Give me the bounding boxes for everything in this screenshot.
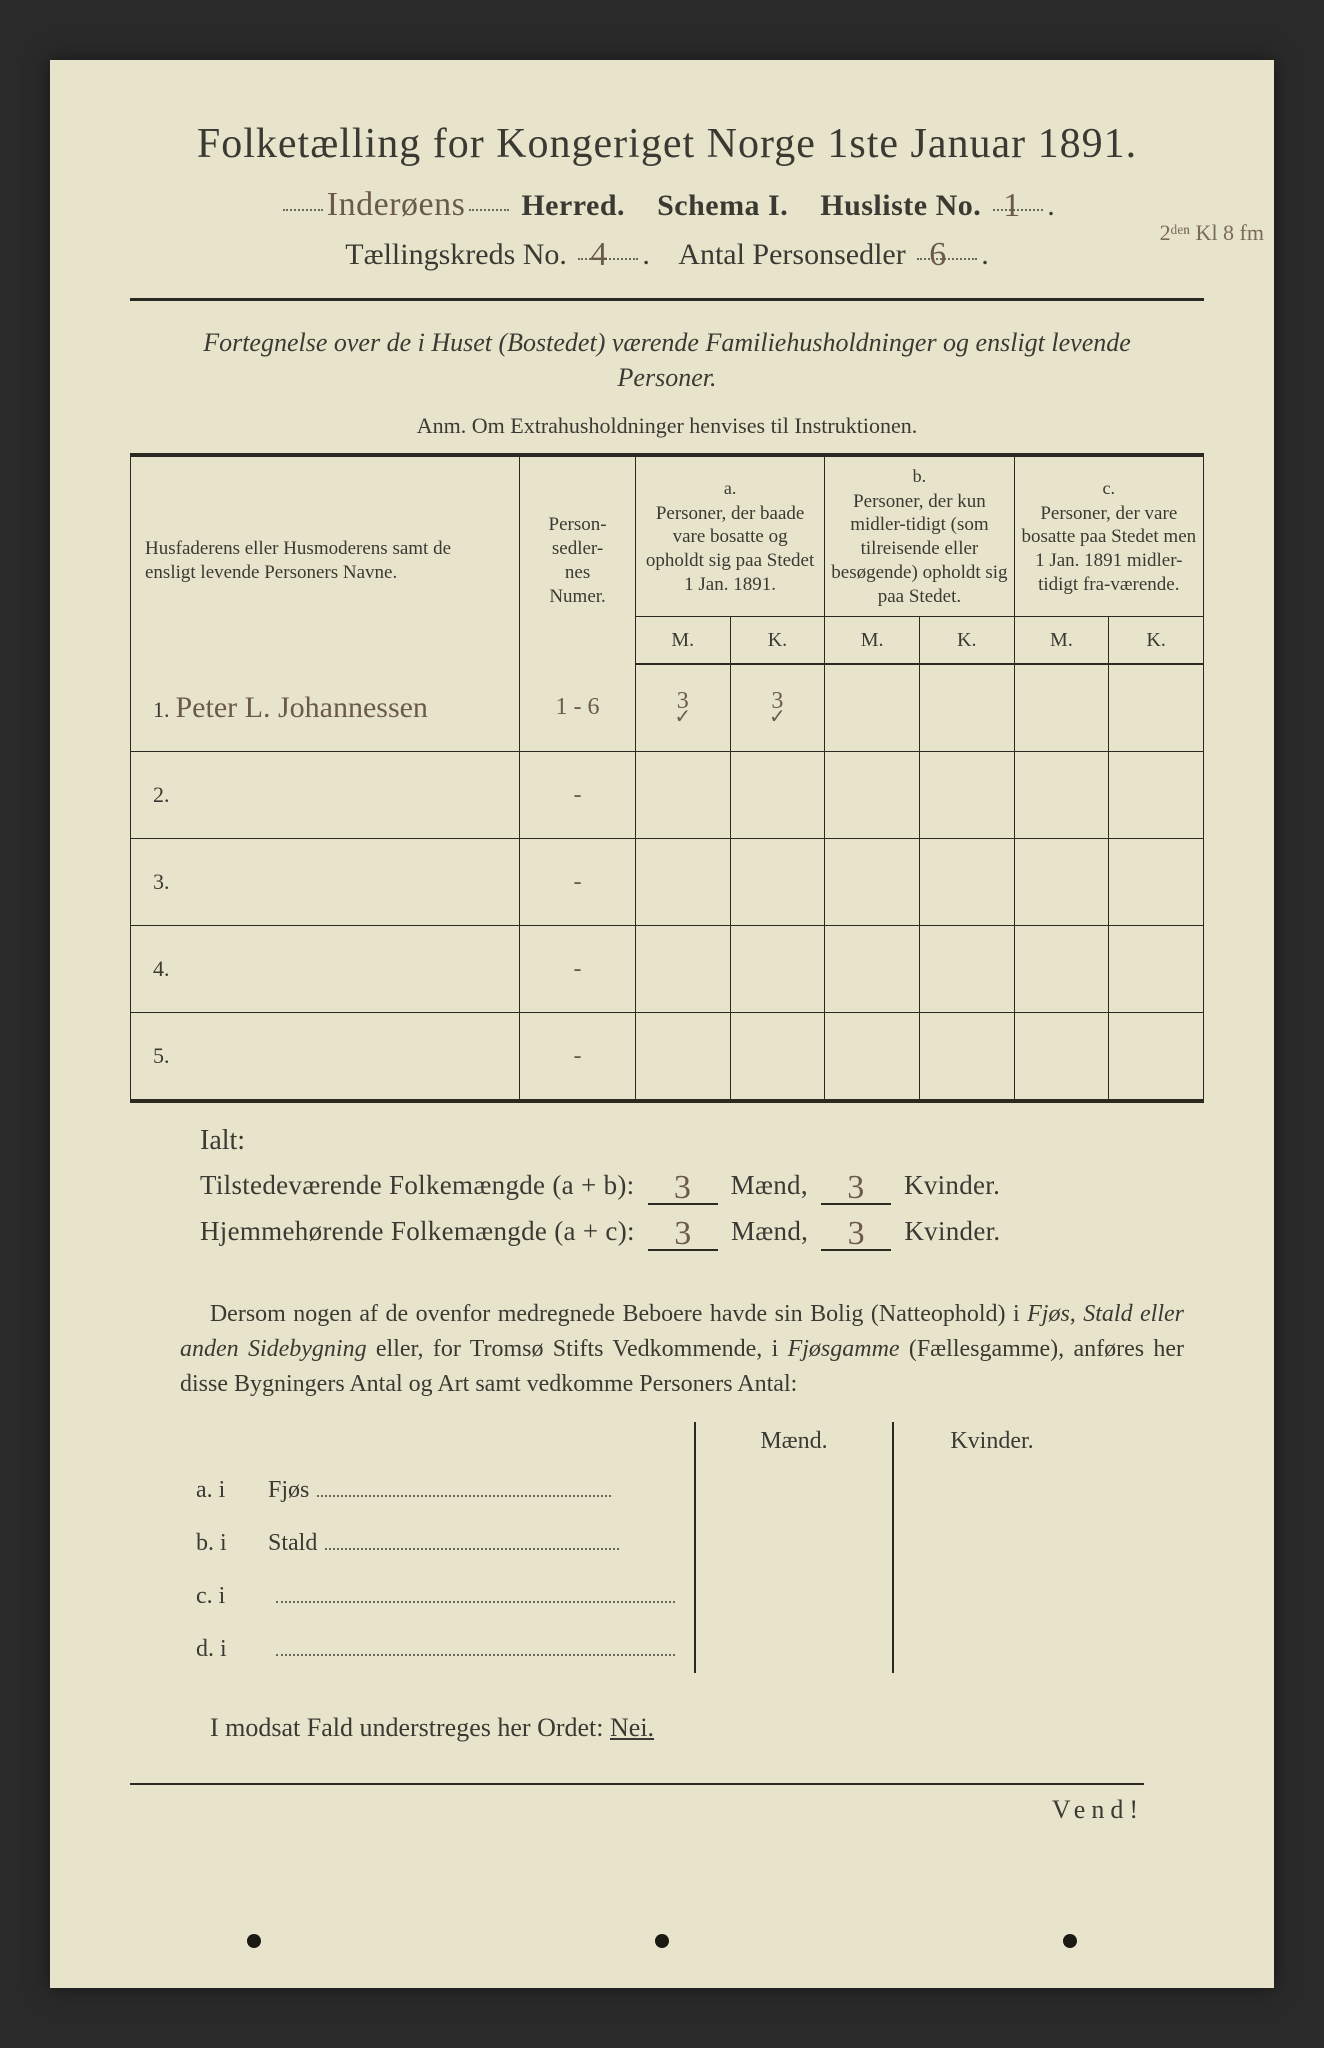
vend-label: Vend! bbox=[130, 1783, 1144, 1825]
row-cM bbox=[1014, 752, 1109, 839]
row-cM bbox=[1014, 839, 1109, 926]
row-bM bbox=[825, 1013, 920, 1100]
kreds-no-hand: 4 bbox=[590, 236, 607, 274]
antal-label: Antal Personsedler bbox=[678, 238, 905, 271]
col-ps-header: Person- sedler- nes Numer. bbox=[520, 457, 636, 664]
row-aK bbox=[730, 839, 825, 926]
row-aM bbox=[635, 752, 730, 839]
sum2-m: 3 bbox=[674, 1215, 691, 1252]
table-row: 2. - bbox=[131, 752, 1204, 839]
main-table: Husfaderens eller Husmoderens samt de en… bbox=[130, 453, 1204, 1103]
row-cK bbox=[1109, 1013, 1204, 1100]
header-line-3: Tællingskreds No. 4. Antal Personsedler … bbox=[130, 238, 1204, 272]
table-body: 1. Peter L. Johannessen1 - 63✓3✓2. -3. -… bbox=[131, 664, 1204, 1099]
row-bM bbox=[825, 926, 920, 1013]
row-ps: - bbox=[520, 926, 636, 1013]
col-a-header: a.Personer, der baade vare bosatte og op… bbox=[635, 457, 824, 617]
anm-text: Anm. Om Extrahusholdninger henvises til … bbox=[130, 413, 1204, 439]
nei-line: I modsat Fald understreges her Ordet: Ne… bbox=[210, 1713, 1204, 1743]
col-a-k: K. bbox=[730, 617, 825, 665]
byg-body: a. iFjøsb. iStaldc. id. i bbox=[190, 1461, 1090, 1673]
row-cK bbox=[1109, 926, 1204, 1013]
husliste-no-hand: 1 bbox=[1003, 187, 1021, 225]
husliste-label: Husliste No. bbox=[820, 189, 981, 222]
row-ps: - bbox=[520, 1013, 636, 1100]
col-c-header: c.Personer, der vare bosatte paa Stedet … bbox=[1014, 457, 1203, 617]
sum1-m: 3 bbox=[674, 1169, 691, 1206]
ialt-label: Ialt: bbox=[200, 1125, 1204, 1157]
row-aM bbox=[635, 926, 730, 1013]
row-aM bbox=[635, 839, 730, 926]
col-a-m: M. bbox=[635, 617, 730, 665]
byg-hdr-m: Mænd. bbox=[695, 1422, 893, 1461]
row-ps: 1 - 6 bbox=[520, 664, 636, 752]
sum-line-2: Hjemmehørende Folkemængde (a + c): 3 Mæn… bbox=[200, 1211, 1184, 1251]
row-name-cell: 3. bbox=[131, 839, 520, 926]
row-ps: - bbox=[520, 752, 636, 839]
row-cK bbox=[1109, 664, 1204, 752]
row-cK bbox=[1109, 839, 1204, 926]
table-row: 5. - bbox=[131, 1013, 1204, 1100]
kreds-label: Tællingskreds No. bbox=[345, 238, 567, 271]
sum1-k: 3 bbox=[847, 1169, 864, 1206]
table-row: 3. - bbox=[131, 839, 1204, 926]
col-name-header: Husfaderens eller Husmoderens samt de en… bbox=[131, 457, 520, 664]
row-name-cell: 5. bbox=[131, 1013, 520, 1100]
row-aM: 3✓ bbox=[635, 664, 730, 752]
row-name-cell: 4. bbox=[131, 926, 520, 1013]
col-c-m: M. bbox=[1014, 617, 1109, 665]
binding-dots bbox=[50, 1934, 1274, 1948]
divider-1 bbox=[130, 298, 1204, 301]
row-ps: - bbox=[520, 839, 636, 926]
table-row: 4. - bbox=[131, 926, 1204, 1013]
row-aK: 3✓ bbox=[730, 664, 825, 752]
census-form-page: Folketælling for Kongeriget Norge 1ste J… bbox=[50, 60, 1274, 1988]
byg-row: a. iFjøs bbox=[190, 1461, 1090, 1514]
col-c-k: K. bbox=[1109, 617, 1204, 665]
page-title: Folketælling for Kongeriget Norge 1ste J… bbox=[130, 120, 1204, 168]
row-name-cell: 2. bbox=[131, 752, 520, 839]
row-aK bbox=[730, 926, 825, 1013]
byg-row: d. i bbox=[190, 1620, 1090, 1673]
row-name-cell: 1. Peter L. Johannessen bbox=[131, 664, 520, 752]
nei-word: Nei. bbox=[610, 1713, 654, 1742]
row-bK bbox=[919, 1013, 1014, 1100]
row-cM bbox=[1014, 664, 1109, 752]
margin-note-hand: 2ᵈᵉⁿ Kl 8 fm bbox=[1160, 220, 1264, 246]
row-bK bbox=[919, 664, 1014, 752]
row-bK bbox=[919, 752, 1014, 839]
table-row: 1. Peter L. Johannessen1 - 63✓3✓ bbox=[131, 664, 1204, 752]
sum-line-1: Tilstedeværende Folkemængde (a + b): 3 M… bbox=[200, 1165, 1184, 1205]
col-b-header: b.Personer, der kun midler-tidigt (som t… bbox=[825, 457, 1014, 617]
row-bK bbox=[919, 839, 1014, 926]
row-cM bbox=[1014, 1013, 1109, 1100]
col-b-k: K. bbox=[919, 617, 1014, 665]
herred-label: Herred. bbox=[521, 189, 625, 222]
row-aM bbox=[635, 1013, 730, 1100]
fortegnelse-text: Fortegnelse over de i Huset (Bostedet) v… bbox=[160, 325, 1174, 395]
row-bK bbox=[919, 926, 1014, 1013]
building-paragraph: Dersom nogen af de ovenfor medregnede Be… bbox=[180, 1297, 1184, 1401]
sum2-k: 3 bbox=[848, 1215, 865, 1252]
col-b-m: M. bbox=[825, 617, 920, 665]
antal-hand: 6 bbox=[929, 236, 946, 274]
byg-row: c. i bbox=[190, 1567, 1090, 1620]
building-table: Mænd. Kvinder. a. iFjøsb. iStaldc. id. i bbox=[190, 1422, 1090, 1673]
row-aK bbox=[730, 752, 825, 839]
header-line-2: Inderøens Herred. Schema I. Husliste No.… bbox=[130, 186, 1204, 224]
row-bM bbox=[825, 839, 920, 926]
herred-handwritten: Inderøens bbox=[327, 186, 466, 224]
byg-hdr-k: Kvinder. bbox=[893, 1422, 1090, 1461]
row-cK bbox=[1109, 752, 1204, 839]
row-cM bbox=[1014, 926, 1109, 1013]
schema-label: Schema I. bbox=[657, 189, 788, 222]
row-bM bbox=[825, 664, 920, 752]
byg-row: b. iStald bbox=[190, 1514, 1090, 1567]
row-bM bbox=[825, 752, 920, 839]
row-aK bbox=[730, 1013, 825, 1100]
